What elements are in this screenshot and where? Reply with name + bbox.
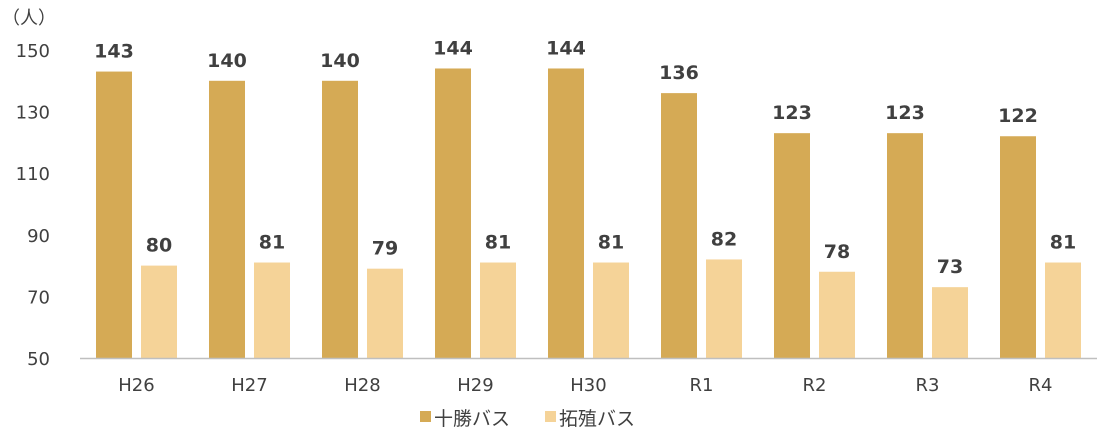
- bar-takushoku-bus: [593, 262, 629, 358]
- x-tick-label: R3: [916, 375, 940, 396]
- data-label: 81: [1050, 232, 1076, 254]
- data-label: 144: [546, 37, 586, 59]
- bar-tokachi-bus: [322, 80, 358, 359]
- y-tick-label: 90: [27, 226, 50, 247]
- bar-takushoku-bus: [1045, 262, 1081, 358]
- data-label: 79: [372, 238, 398, 260]
- x-tick-label: H27: [231, 375, 267, 396]
- data-label: 78: [824, 241, 850, 263]
- data-label: 123: [772, 102, 812, 124]
- bar-takushoku-bus: [480, 262, 516, 358]
- x-axis-ticks: H26 H27 H28 H29 H30 R1 R2 R3 R4: [118, 375, 1052, 396]
- y-tick-label: 50: [27, 349, 50, 370]
- data-label: 144: [433, 37, 473, 59]
- data-label: 82: [711, 228, 737, 250]
- x-tick-label: R2: [803, 375, 827, 396]
- bar-takushoku-bus: [819, 271, 855, 358]
- legend-entry: 十勝バス: [434, 408, 510, 430]
- bar-takushoku-bus: [254, 262, 290, 358]
- legend-swatch: [545, 411, 556, 422]
- bar-takushoku-bus: [932, 287, 968, 358]
- data-label: 73: [937, 256, 963, 278]
- bar-tokachi-bus: [548, 68, 584, 358]
- data-label: 140: [320, 50, 360, 72]
- y-tick-label: 150: [16, 41, 50, 62]
- legend-entry: 拓殖バス: [559, 408, 635, 430]
- bar-tokachi-bus: [887, 133, 923, 358]
- x-tick-label: R1: [690, 375, 714, 396]
- data-label: 81: [598, 232, 624, 254]
- bar-takushoku-bus: [367, 268, 403, 358]
- x-tick-label: R4: [1029, 375, 1053, 396]
- bar-takushoku-bus: [706, 259, 742, 358]
- bar-tokachi-bus: [435, 68, 471, 358]
- data-label: 122: [998, 105, 1038, 127]
- bar-tokachi-bus: [661, 93, 697, 359]
- x-tick-label: H26: [118, 375, 154, 396]
- x-tick-label: H30: [570, 375, 606, 396]
- data-label: 81: [259, 232, 285, 254]
- bar-tokachi-bus: [1000, 136, 1036, 358]
- bar-tokachi-bus: [774, 133, 810, 358]
- x-tick-label: H28: [344, 375, 380, 396]
- bar-takushoku-bus: [141, 265, 177, 358]
- data-label: 136: [659, 62, 699, 84]
- data-label: 140: [207, 50, 247, 72]
- bar-tokachi-bus: [96, 71, 132, 358]
- x-tick-label: H29: [457, 375, 493, 396]
- y-axis-ticks: 50 70 90 110 130 150: [16, 41, 50, 370]
- legend-swatch: [420, 411, 431, 422]
- y-tick-label: 70: [27, 287, 50, 308]
- legend: 十勝バス 拓殖バス: [420, 408, 635, 430]
- bar-tokachi-bus: [209, 80, 245, 359]
- data-labels: 143 80 140 81 140 79 144 81 144 81 136 82 123 78 123 73…: [94, 37, 1076, 278]
- data-label: 80: [146, 235, 172, 257]
- y-tick-label: 130: [16, 103, 50, 124]
- data-label: 81: [485, 232, 511, 254]
- data-label: 123: [885, 102, 925, 124]
- y-axis-unit-label: （人）: [2, 8, 56, 29]
- data-label: 143: [94, 41, 134, 63]
- y-tick-label: 110: [16, 164, 50, 185]
- bars: [96, 68, 1081, 359]
